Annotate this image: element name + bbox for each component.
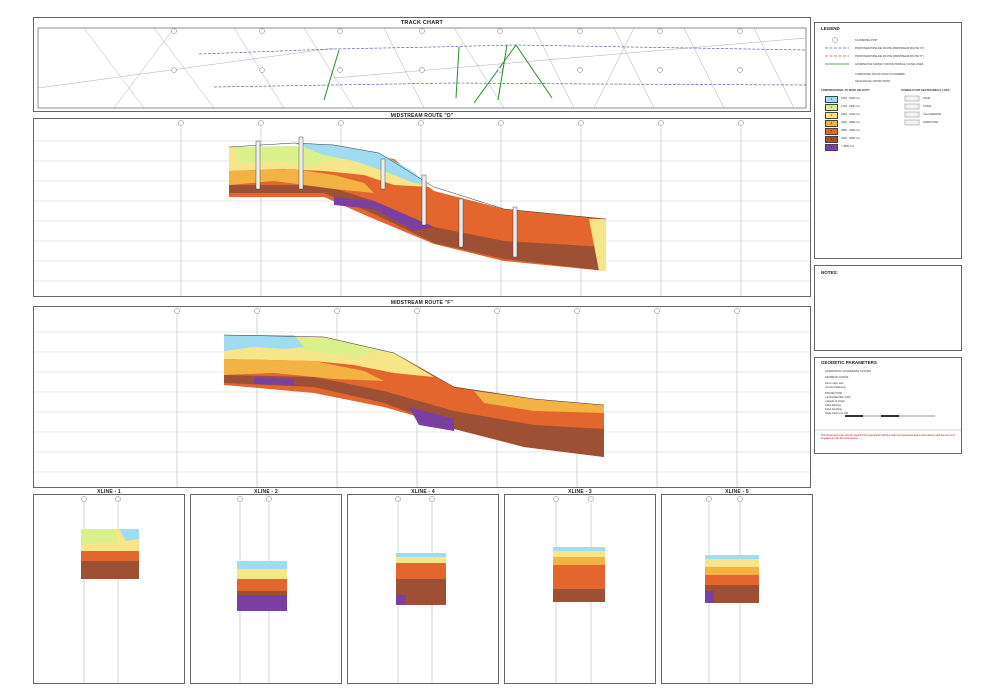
layer-3-range: 1900 - 2100 m/s	[841, 113, 860, 116]
xline-2-panel: XLINE - 2	[190, 489, 342, 684]
kp-symbol-icon	[832, 37, 838, 43]
usage-warning: This document may only be used for the p…	[821, 434, 955, 440]
geodetic-row-9: Scale Factor on CM	[825, 412, 848, 415]
xline-1-panel: XLINE - 1	[33, 489, 185, 684]
route-f-title: MIDSTREAM ROUTE "F"	[390, 300, 454, 306]
xline-5-section	[705, 496, 759, 683]
geodetic-row-0: HORIZONTAL COORDINATE SYSTEM	[825, 370, 871, 373]
legend-line-route-f: PROPOSED PIPELINE ROUTE (MIDSTREAM ROUTE…	[855, 55, 924, 58]
geodetic-row-8: False Northing	[825, 408, 842, 411]
legend-velocity-title: COMPRESSIONAL (P) WAVE VELOCITY	[821, 89, 870, 92]
scale-bar	[815, 415, 961, 431]
geodetic-row-5: Central Meridian (CM)	[825, 396, 851, 399]
route-d-title: MIDSTREAM ROUTE "D"	[390, 113, 454, 119]
symbol-calcarenite: CALCARENITE	[923, 113, 942, 116]
geodetic-row-3: Inverse Flattening	[825, 386, 846, 389]
xline-3-title: XLINE - 3	[568, 489, 592, 495]
xline-1-section	[81, 496, 139, 683]
layer-2-swatch: 2	[825, 104, 838, 111]
geodetic-row-4: PROJECTION	[825, 392, 842, 395]
track-chart-panel: TRACK CHART	[33, 17, 811, 112]
layer-4-range: 2400 - 2800 m/s	[841, 121, 860, 124]
track-chart-map	[37, 27, 807, 109]
notes-title: NOTES:	[821, 270, 839, 275]
symbol-sand: SAND	[923, 97, 931, 100]
xline-4-section	[395, 496, 446, 683]
geodetic-row-6: Latitude of Origin	[825, 400, 845, 403]
layer-1-range: 1300 - 1500 m/s	[841, 97, 860, 100]
track-chart-title: TRACK CHART	[400, 20, 444, 26]
geodetic-row-7: False Easting	[825, 404, 841, 407]
xline-3-section	[553, 496, 605, 683]
legend-line-cross-point: GEOLOGICAL CROSS POINT	[855, 80, 891, 83]
layer-5-swatch: 5	[825, 128, 838, 135]
xline-3-panel: XLINE - 3	[504, 489, 656, 684]
layer-6-range: 3400 - 4000 m/s	[841, 137, 860, 140]
layer-4-swatch: 4	[825, 120, 838, 127]
geodetic-row-2: Semi major axis	[825, 382, 844, 385]
xline-4-title: XLINE - 4	[411, 489, 435, 495]
xline-5-panel: XLINE - 5	[661, 489, 813, 684]
xline-2-section	[237, 496, 287, 683]
route-d-profile-panel: MIDSTREAM ROUTE "D"	[33, 113, 811, 297]
geodetic-title: GEODETIC PARAMETERS	[821, 360, 877, 365]
route-f-profile-panel: MIDSTREAM ROUTE "F"	[33, 300, 811, 488]
notes-panel: NOTES:	[814, 265, 962, 351]
legend-line-xline: ALTERNATIVE SURVEY CROSS PROFILE (XLINE)…	[855, 63, 924, 66]
legend-symbols-graphics	[825, 37, 920, 126]
symbol-limestone: LIMESTONE	[923, 121, 938, 124]
legend-line-kp: KILOMETRE POST	[855, 39, 878, 42]
layer-7-swatch: 7	[825, 144, 838, 151]
legend-line-route-d: PROPOSED PIPELINE ROUTE (MIDSTREAM ROUTE…	[855, 47, 925, 50]
geodetic-panel: GEODETIC PARAMETERS HORIZONTAL COORDINAT…	[814, 357, 962, 454]
layer-5-range: 2800 - 3400 m/s	[841, 129, 860, 132]
symbol-coral: CORAL	[923, 105, 932, 108]
xline-5-title: XLINE - 5	[725, 489, 749, 495]
route-f-section	[34, 308, 810, 487]
layer-1-swatch: 1	[825, 96, 838, 103]
xline-1-title: XLINE - 1	[97, 489, 121, 495]
route-d-section	[34, 120, 810, 296]
legend-symbols-title: SYMBOLS FOR GEOTECHNICAL LOGS	[901, 89, 950, 92]
legend-title: LEGEND	[821, 26, 840, 31]
layer-6-swatch: 6	[825, 136, 838, 143]
xline-2-title: XLINE - 2	[254, 489, 278, 495]
layer-2-range: 1700 - 1900 m/s	[841, 105, 860, 108]
layer-3-swatch: 3	[825, 112, 838, 119]
layer-7-range: > 4500 m/s	[841, 145, 854, 148]
legend-panel: LEGEND KILOMETRE POST PROPOSED PIPELINE …	[814, 22, 962, 259]
xline-4-panel: XLINE - 4	[347, 489, 499, 684]
symbol-boxes	[904, 95, 920, 126]
legend-line-track: COMPLETED TRACK WITH FIX NUMBER	[855, 73, 905, 76]
geodetic-row-1: GEODETIC DATUM	[825, 376, 849, 379]
